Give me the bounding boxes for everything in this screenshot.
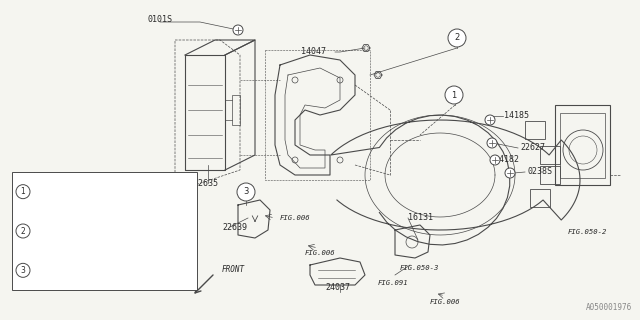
Bar — [12, 172, 197, 290]
Text: A050001976: A050001976 — [586, 303, 632, 312]
Text: FRONT: FRONT — [222, 266, 245, 275]
Circle shape — [485, 115, 495, 125]
Text: FIG.091: FIG.091 — [378, 280, 408, 286]
Text: (-1203): (-1203) — [122, 256, 154, 265]
Text: 3: 3 — [20, 266, 26, 275]
Text: J20831: J20831 — [38, 177, 66, 186]
Text: 2: 2 — [20, 227, 26, 236]
Text: 2: 2 — [454, 34, 460, 43]
Text: FIG.006: FIG.006 — [430, 299, 461, 305]
Text: 22635: 22635 — [193, 179, 218, 188]
Bar — [232, 95, 240, 125]
Text: J20888: J20888 — [38, 197, 66, 206]
Circle shape — [453, 33, 463, 43]
Bar — [540, 146, 560, 164]
Text: (1203-): (1203-) — [122, 236, 154, 245]
Circle shape — [16, 185, 30, 199]
Circle shape — [450, 90, 460, 100]
Text: 1: 1 — [20, 187, 26, 196]
Text: (1203-): (1203-) — [122, 276, 154, 285]
Circle shape — [487, 138, 497, 148]
Bar — [530, 189, 550, 207]
Text: FIG.006: FIG.006 — [280, 215, 310, 221]
Bar — [560, 113, 605, 178]
Text: FIG.050-3: FIG.050-3 — [400, 265, 440, 271]
Text: J2098: J2098 — [38, 236, 61, 245]
Bar — [525, 121, 545, 139]
Text: 16131: 16131 — [408, 213, 433, 222]
Bar — [555, 105, 610, 185]
Circle shape — [241, 187, 251, 197]
Text: 14047: 14047 — [301, 47, 326, 57]
Circle shape — [445, 86, 463, 104]
Text: 14182: 14182 — [494, 155, 519, 164]
Text: 0104S*B: 0104S*B — [38, 256, 70, 265]
Text: (1203-): (1203-) — [122, 197, 154, 206]
Text: 14185: 14185 — [504, 110, 529, 119]
Circle shape — [490, 155, 500, 165]
Circle shape — [16, 263, 30, 277]
Text: FIG.006: FIG.006 — [305, 250, 335, 256]
Text: (-1203): (-1203) — [122, 177, 159, 186]
Text: J20604: J20604 — [38, 276, 66, 285]
Text: 22627: 22627 — [520, 142, 545, 151]
Text: 22639: 22639 — [222, 222, 247, 231]
Circle shape — [237, 183, 255, 201]
Circle shape — [233, 25, 243, 35]
Bar — [540, 166, 560, 184]
Text: FIG.050-2: FIG.050-2 — [568, 229, 607, 235]
Circle shape — [448, 29, 466, 47]
Text: 0238S: 0238S — [528, 166, 553, 175]
Text: 0101S: 0101S — [148, 15, 173, 25]
Circle shape — [505, 168, 515, 178]
Text: 24037: 24037 — [326, 284, 351, 292]
Text: (-1203): (-1203) — [122, 217, 154, 226]
Text: 0104S*C: 0104S*C — [38, 217, 70, 226]
Text: 1: 1 — [451, 91, 456, 100]
Text: 3: 3 — [243, 188, 249, 196]
Circle shape — [16, 224, 30, 238]
